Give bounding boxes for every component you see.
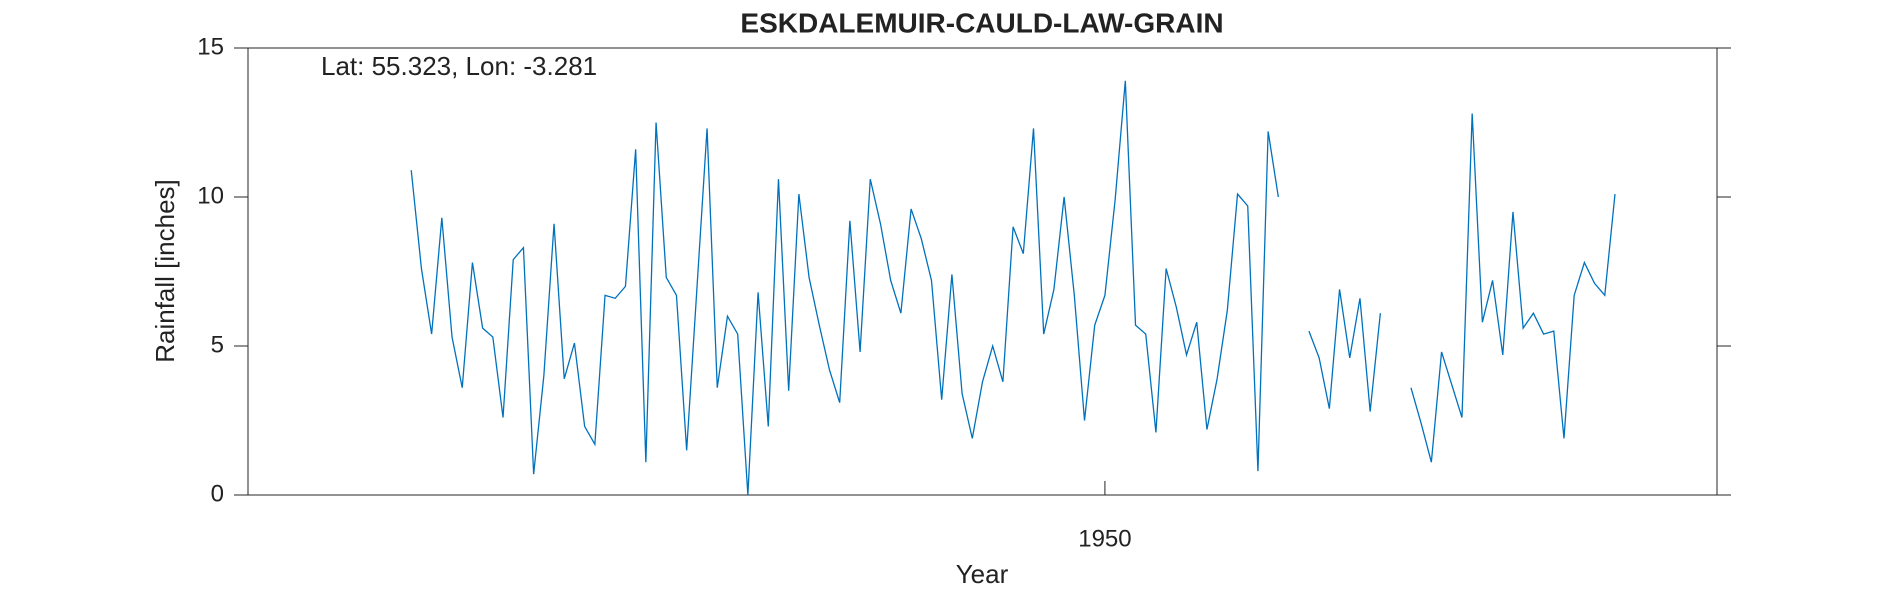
axes-box (247, 47, 1718, 496)
x-axis-label: Year (956, 559, 1009, 589)
y-tick-label: 0 (211, 480, 224, 507)
chart-title: ESKDALEMUIR-CAULD-LAW-GRAIN (740, 7, 1223, 38)
y-axis-label: Rainfall [inches] (150, 179, 180, 363)
x-tick-label: 1950 (1078, 525, 1131, 552)
y-tick-label: 15 (197, 33, 224, 60)
data-line (410, 80, 1616, 496)
y-tick-label: 10 (197, 182, 224, 209)
annotation: Lat: 55.323, Lon: -3.281 (321, 51, 597, 81)
y-tick-label: 5 (211, 331, 224, 358)
